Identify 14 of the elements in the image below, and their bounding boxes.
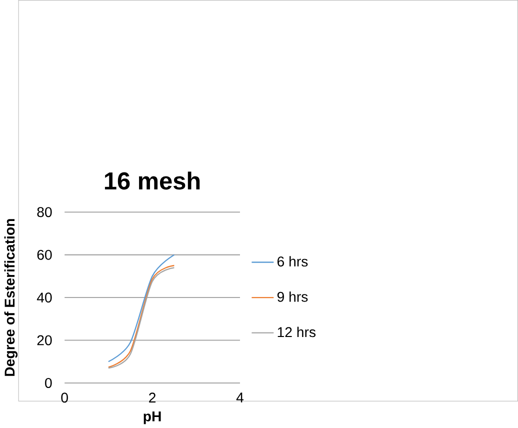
x-axis-title: pH (144, 411, 161, 424)
y-axis-title: Degree of Esterification (4, 218, 18, 376)
y-tick-label: 20 (37, 335, 52, 346)
legend-label: 6 hrs (278, 256, 308, 266)
chart-title: 16 mesh (104, 171, 200, 190)
y-tick-label: 40 (36, 292, 52, 302)
y-tick-label: 0 (45, 378, 52, 388)
y-tick-label: 60 (37, 250, 52, 260)
legend-label: 9 hrs (277, 291, 308, 302)
x-tick-label: 0 (61, 392, 68, 402)
x-tick-label: 4 (236, 392, 244, 402)
x-tick-label: 2 (149, 392, 156, 402)
legend-label: 12 hrs (278, 326, 316, 337)
y-tick-label: 80 (37, 206, 52, 217)
